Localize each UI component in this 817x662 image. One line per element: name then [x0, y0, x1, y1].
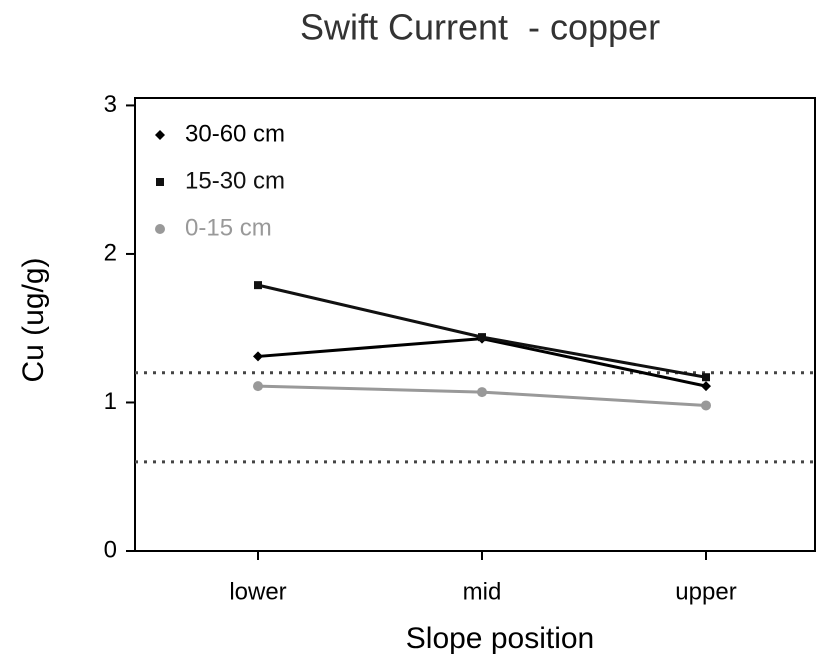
- y-tick-label: 1: [104, 388, 117, 415]
- data-point: [702, 373, 710, 382]
- data-point: [701, 381, 711, 392]
- chart-title: Swift Current - copper: [300, 7, 660, 48]
- x-axis-title: Slope position: [406, 622, 594, 655]
- legend-label: 0-15 cm: [185, 214, 272, 241]
- y-tick-label: 3: [104, 91, 117, 118]
- data-point: [253, 351, 263, 362]
- x-tick-label: upper: [675, 578, 736, 605]
- legend-marker: [155, 130, 165, 140]
- legend-label: 15-30 cm: [185, 167, 285, 194]
- legend-marker: [155, 224, 165, 234]
- legend-label: 30-60 cm: [185, 120, 285, 147]
- data-point: [478, 333, 486, 342]
- data-point: [254, 281, 262, 290]
- x-tick-label: mid: [463, 578, 502, 605]
- y-tick-label: 0: [104, 536, 117, 563]
- x-tick-label: lower: [229, 578, 286, 605]
- y-tick-label: 2: [104, 239, 117, 266]
- data-point: [477, 387, 487, 398]
- data-point: [253, 381, 263, 392]
- plot-frame: [134, 97, 816, 552]
- data-point: [701, 400, 711, 411]
- y-axis-title: Cu (ug/g): [17, 257, 50, 382]
- series-line: [257, 283, 707, 379]
- series-line: [257, 337, 707, 388]
- legend-marker: [156, 178, 164, 186]
